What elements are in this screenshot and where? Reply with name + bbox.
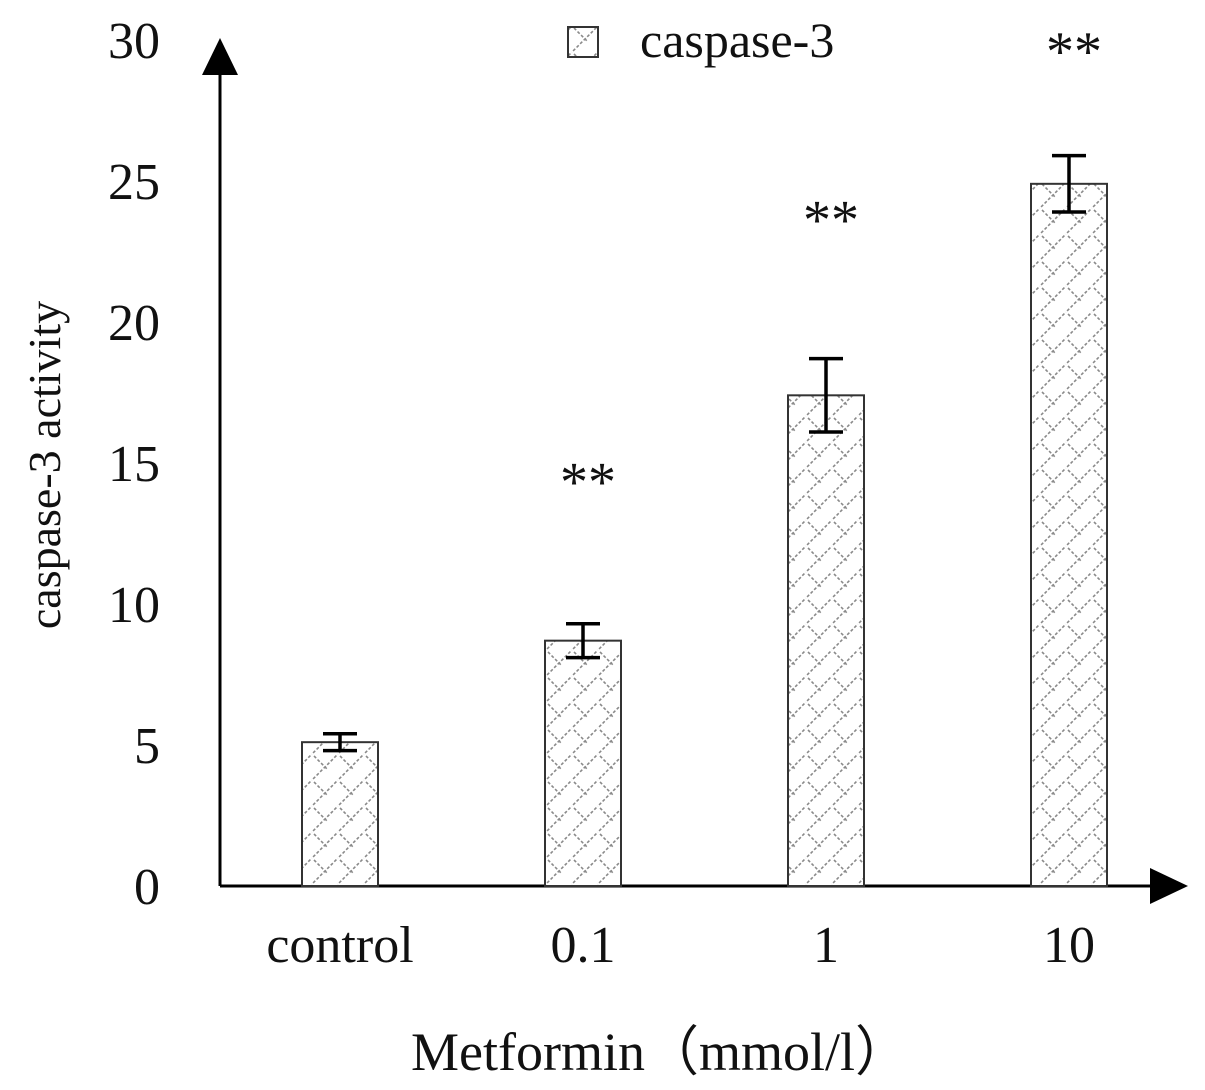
significance-marker: ** [803, 190, 859, 252]
y-tick-label: 0 [134, 859, 160, 916]
x-axis-arrow [1150, 868, 1188, 904]
legend: caspase-3 [567, 12, 834, 68]
y-tick-label: 30 [108, 13, 160, 70]
x-tick-label: 10 [1043, 917, 1095, 974]
significance-marker: ** [1046, 21, 1102, 83]
bar [787, 394, 865, 887]
bar [544, 639, 622, 887]
x-axis-label: Metformin（mmol/l） [411, 1022, 909, 1082]
significance-marker: ** [560, 452, 616, 514]
legend-label: caspase-3 [640, 12, 834, 68]
x-tick-label: control [266, 917, 413, 974]
y-tick-label: 5 [134, 718, 160, 775]
y-axis-label-group: caspase-3 activity [19, 301, 70, 629]
y-tick-label: 20 [108, 295, 160, 352]
y-axis-ticks: 0 5 10 15 20 25 30 [108, 13, 160, 916]
y-tick-label: 10 [108, 577, 160, 634]
bar [301, 741, 379, 887]
y-axis-arrow [202, 38, 238, 75]
y-tick-label: 15 [108, 436, 160, 493]
y-axis-label: caspase-3 activity [19, 301, 70, 629]
bar [1030, 182, 1108, 887]
x-tick-label: 1 [813, 917, 839, 974]
x-tick-label: 0.1 [551, 917, 616, 974]
bars: ** ** ** [301, 21, 1108, 887]
x-axis-ticks: control 0.1 1 10 [266, 917, 1095, 974]
y-tick-label: 25 [108, 154, 160, 211]
legend-swatch [567, 26, 599, 58]
